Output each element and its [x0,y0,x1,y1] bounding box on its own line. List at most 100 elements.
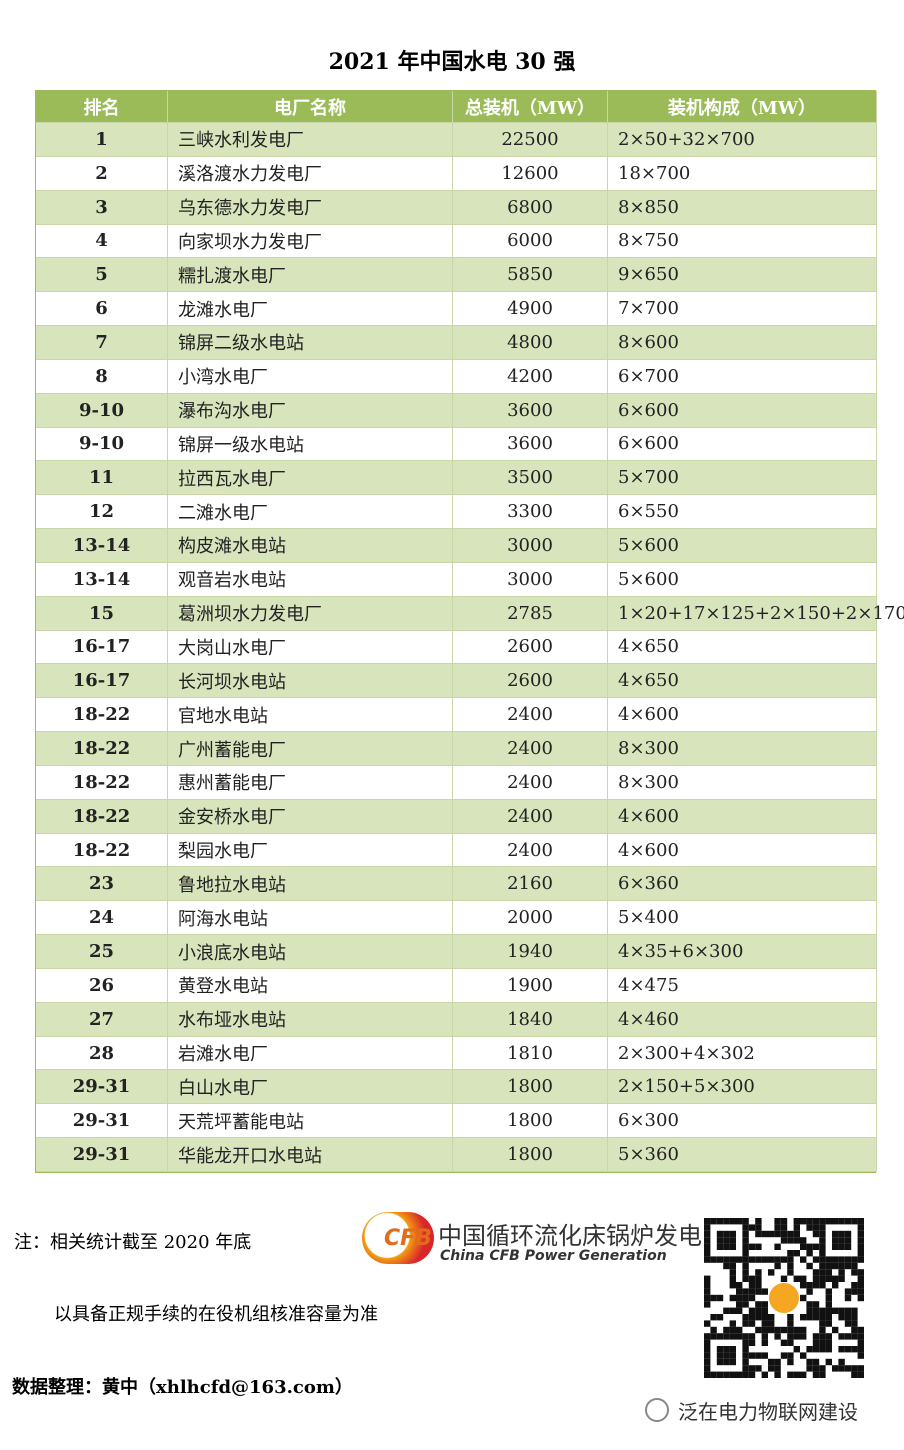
qr-module [806,1288,813,1295]
qr-module [844,1262,852,1270]
qr-module [716,1237,724,1244]
qr-module [704,1294,711,1302]
qr-module [819,1314,826,1321]
cell: 18-22 [36,698,168,733]
qr-module [787,1256,794,1263]
qr-module [812,1301,820,1308]
logo-english: China CFB Power Generation [440,1248,667,1264]
qr-module [780,1230,788,1238]
qr-module [774,1218,781,1225]
qr-module [825,1307,832,1314]
qr-module [723,1358,730,1366]
qr-module [800,1282,807,1289]
qr-module [844,1320,852,1327]
qr-module [710,1333,717,1340]
qr-module [748,1275,756,1282]
cell: 23 [36,867,168,902]
cell: 13-14 [36,562,168,597]
qr-module [832,1307,839,1314]
qr-module [755,1307,762,1314]
qr-module [755,1230,762,1238]
cell: 28 [36,1036,168,1071]
cell: 1800 [453,1070,608,1105]
qr-module [857,1288,864,1295]
qr-module [755,1352,762,1359]
qr-module [710,1371,717,1378]
qr-module [748,1333,756,1340]
qr-module [819,1307,826,1314]
qr-module [825,1301,832,1308]
qr-module [844,1230,852,1238]
qr-module [819,1346,826,1353]
qr-module [729,1358,736,1366]
qr-module [736,1333,743,1340]
qr-module [748,1339,756,1346]
qr-module [704,1218,711,1225]
qr-module [736,1294,743,1302]
qr-module [838,1333,845,1340]
qr-module [716,1352,724,1359]
qr-module [838,1243,845,1250]
cell: 8×850 [608,190,877,225]
qr-module [736,1307,743,1314]
cell: 龙滩水电厂 [168,292,453,327]
cell: 金安桥水电厂 [168,799,453,834]
qr-module [812,1307,820,1314]
qr-module [812,1269,820,1276]
qr-module [787,1320,794,1327]
qr-module [755,1224,762,1231]
qr-module [755,1282,762,1289]
qr-module [704,1243,711,1250]
qr-module [780,1256,788,1263]
logo-mark: CFB [384,1226,432,1251]
cell: 3600 [453,427,608,462]
qr-module [755,1326,762,1334]
qr-module [729,1333,736,1340]
qr-module [742,1365,749,1372]
cell: 乌东德水力发电厂 [168,190,453,225]
cell: 糯扎渡水电厂 [168,258,453,293]
cell: 2400 [453,833,608,868]
cell: 3500 [453,461,608,496]
qr-module [748,1371,756,1378]
qr-module [748,1307,756,1314]
qr-module [838,1314,845,1321]
cell: 华能龙开口水电站 [168,1138,453,1172]
cell: 2000 [453,901,608,936]
qr-module [704,1339,711,1346]
cell: 1810 [453,1036,608,1071]
qr-logo [769,1283,799,1313]
qr-module [755,1269,762,1276]
qr-module [768,1365,775,1372]
qr-module [787,1250,794,1257]
qr-module [851,1256,858,1263]
cell: 16-17 [36,664,168,699]
qr-module [761,1371,768,1378]
qr-module [704,1333,711,1340]
cell: 4×460 [608,1002,877,1037]
qr-module [857,1352,864,1359]
cell: 6×550 [608,495,877,530]
qr-module [710,1256,717,1263]
qr-module [838,1358,845,1366]
qr-module [736,1282,743,1289]
qr-module [844,1346,852,1353]
qr-module [742,1243,749,1250]
qr-module [748,1282,756,1289]
qr-module [787,1358,794,1366]
qr-module [780,1326,788,1334]
cell: 瀑布沟水电厂 [168,393,453,428]
qr-module [729,1294,736,1302]
qr-module [851,1262,858,1270]
qr-module [819,1262,826,1270]
qr-module [748,1294,756,1302]
cell: 6×600 [608,393,877,428]
qr-module [742,1256,749,1263]
cell: 25 [36,935,168,969]
qr-module [857,1237,864,1244]
qr-module [716,1256,724,1263]
cell: 锦屏一级水电站 [168,427,453,462]
qr-module [857,1243,864,1250]
qr-module [742,1224,749,1231]
